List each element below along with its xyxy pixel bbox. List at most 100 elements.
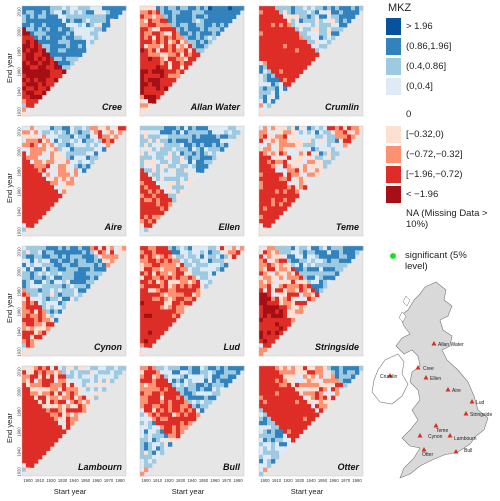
heat-cell (114, 10, 119, 15)
heat-cell (86, 275, 91, 281)
heat-cell (196, 134, 201, 139)
heat-cell (279, 442, 284, 447)
heat-cell (54, 193, 59, 199)
heat-cell (283, 77, 288, 83)
heat-cell (275, 429, 280, 434)
heat-cell (267, 339, 272, 344)
heat-cell (287, 197, 292, 203)
heat-cell (267, 374, 272, 379)
heat-cell (184, 254, 189, 259)
heat-cell (307, 27, 312, 32)
heat-cell (144, 433, 149, 439)
heat-cell (34, 155, 39, 161)
heat-cell (263, 446, 268, 451)
heat-cell (22, 370, 27, 375)
heat-cell (70, 52, 75, 58)
heat-cell (200, 151, 205, 156)
heat-cell (267, 395, 272, 401)
heat-cell (335, 382, 340, 388)
heat-cell (204, 366, 209, 371)
heat-cell (78, 267, 83, 272)
heat-cell (66, 382, 71, 388)
heat-cell (259, 271, 264, 276)
heat-cell (152, 181, 157, 186)
heat-cell (140, 442, 145, 447)
heat-cell (54, 267, 59, 272)
heat-cell (30, 437, 35, 443)
heat-cell (148, 313, 153, 319)
heat-cell (275, 334, 280, 340)
heat-cell (66, 284, 71, 289)
heat-cell (156, 86, 161, 91)
heat-cell (54, 142, 59, 148)
heat-cell (140, 86, 145, 91)
heat-cell (58, 151, 63, 156)
heat-cell (102, 267, 107, 272)
heat-cell (94, 387, 99, 392)
heat-cell (144, 296, 149, 302)
heat-cell (58, 296, 63, 302)
heat-cell (74, 142, 79, 148)
heat-cell (299, 391, 304, 396)
heat-cell (156, 330, 161, 336)
heat-cell (311, 296, 316, 302)
heat-cell (168, 73, 173, 79)
heat-cell (54, 31, 59, 36)
heat-cell (283, 395, 288, 401)
heat-cell (42, 374, 47, 379)
heat-cell (299, 185, 304, 190)
heat-cell (184, 151, 189, 156)
heat-cell (156, 387, 161, 392)
heat-cell (303, 370, 308, 375)
heat-cell (267, 206, 272, 211)
panel-lud: Lud (139, 245, 245, 357)
heat-cell (295, 408, 300, 413)
heat-cell (240, 246, 245, 251)
heat-cell (212, 254, 217, 259)
heat-cell (311, 22, 316, 28)
heat-cell (30, 214, 35, 220)
heat-cell (168, 168, 173, 173)
heat-cell (279, 193, 284, 199)
heat-cell (283, 374, 288, 379)
heat-cell (347, 126, 352, 131)
heat-cell (299, 309, 304, 314)
heat-cell (287, 185, 292, 190)
heat-cell (279, 90, 284, 96)
heat-cell (50, 258, 55, 264)
heat-cell (30, 288, 35, 293)
heat-cell (279, 395, 284, 401)
heat-cell (172, 69, 177, 74)
heat-cell (315, 138, 320, 144)
heat-cell (200, 408, 205, 413)
heat-cell (176, 246, 181, 251)
heat-cell (188, 408, 193, 413)
heat-cell (46, 366, 51, 371)
heat-cell (156, 126, 161, 131)
heat-cell (275, 450, 280, 456)
heat-cell (208, 126, 213, 131)
heat-cell (299, 172, 304, 178)
panel-frame (21, 245, 127, 357)
heat-cell (22, 142, 27, 148)
heat-cell (208, 39, 213, 45)
heat-cell (347, 258, 352, 264)
heat-cell (58, 254, 63, 259)
heat-cell (30, 343, 35, 348)
heat-cell (140, 404, 145, 409)
heat-cell (34, 27, 39, 32)
heat-cell (144, 275, 149, 281)
heat-cell (22, 309, 27, 314)
heat-cell (283, 189, 288, 194)
heat-cell (283, 130, 288, 135)
heat-cell (204, 147, 209, 152)
heat-cell (303, 181, 308, 186)
heat-cell (148, 343, 153, 348)
heat-cell (102, 387, 107, 392)
heat-cell (287, 309, 292, 314)
heat-cell (180, 416, 185, 422)
heat-cell (303, 164, 308, 169)
heat-cell (196, 404, 201, 409)
heat-cell (50, 155, 55, 161)
heat-cell (315, 254, 320, 259)
